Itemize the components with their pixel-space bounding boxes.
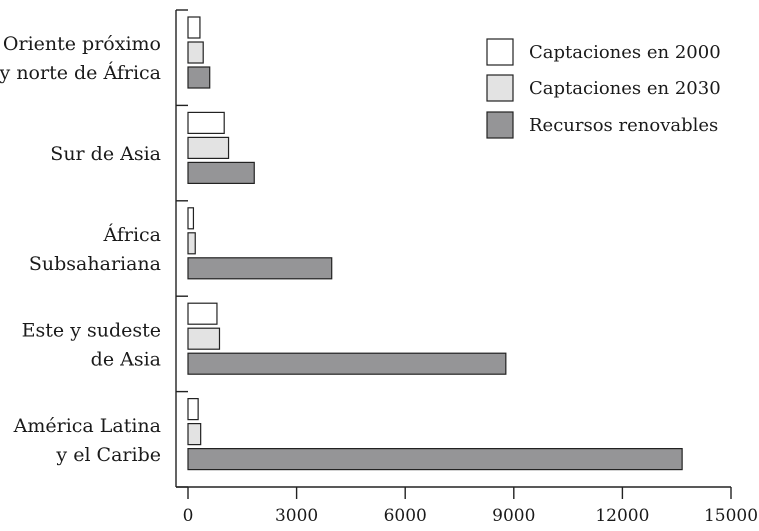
x-tick-label: 15000 (704, 506, 758, 526)
category-label: de Asia (91, 348, 161, 370)
legend-label: Captaciones en 2030 (529, 78, 721, 99)
legend-label: Captaciones en 2000 (529, 42, 721, 63)
category-label: Oriente próximo (3, 33, 161, 55)
bar-1-category-1 (187, 16, 201, 39)
bar-3-category-4 (187, 352, 507, 375)
x-tick-labels: 0 3000 6000 9000 12000 15000 (183, 506, 758, 526)
bar-1-category-2 (187, 111, 225, 135)
bar-3-category-3 (187, 257, 333, 280)
bar-2-category-4 (187, 327, 221, 350)
category-label: África (102, 223, 161, 246)
bars-group (187, 16, 683, 471)
x-tick-label: 9000 (492, 506, 535, 526)
legend-swatch (486, 38, 514, 66)
legend-swatch (486, 111, 514, 139)
axes-group (175, 9, 732, 499)
category-label: Sur de Asia (50, 143, 161, 165)
x-tick-label: 12000 (595, 506, 649, 526)
category-label: América Latina (13, 415, 161, 437)
category-label: Este y sudeste (22, 319, 161, 341)
category-label: Subsahariana (29, 253, 161, 275)
category-labels: Oriente próximo y norte de África Sur de A… (0, 33, 161, 466)
legend-label: Recursos renovables (529, 115, 718, 136)
legend-swatch (486, 74, 514, 102)
bar-2-category-2 (187, 136, 230, 159)
bar-1-category-4 (187, 302, 218, 325)
bar-1-category-3 (187, 207, 195, 230)
legend: Captaciones en 2000 Captaciones en 2030 Re… (486, 38, 721, 139)
bar-2-category-1 (187, 41, 204, 64)
bar-2-category-5 (187, 423, 202, 446)
bar-3-category-2 (187, 161, 255, 184)
bar-2-category-3 (187, 232, 196, 255)
bar-3-category-5 (187, 448, 683, 471)
x-tick-label: 0 (183, 506, 194, 526)
category-label: y el Caribe (55, 444, 161, 466)
bar-3-category-1 (187, 66, 211, 89)
x-tick-label: 6000 (384, 506, 427, 526)
category-label: y norte de África (0, 61, 161, 84)
bar-1-category-5 (187, 398, 199, 421)
x-tick-label: 3000 (275, 506, 318, 526)
